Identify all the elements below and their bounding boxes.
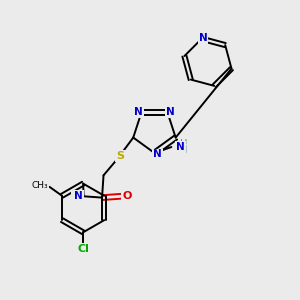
Text: N: N <box>153 149 162 160</box>
Text: Cl: Cl <box>77 244 89 254</box>
Text: N: N <box>166 107 175 117</box>
Text: H: H <box>72 192 79 201</box>
Text: N: N <box>74 191 83 201</box>
Text: N: N <box>199 33 208 43</box>
Text: S: S <box>116 151 124 161</box>
Text: H: H <box>180 145 187 155</box>
Text: H: H <box>180 139 187 149</box>
Text: O: O <box>122 191 132 201</box>
Text: CH₃: CH₃ <box>32 181 48 190</box>
Text: N: N <box>176 142 185 152</box>
Text: N: N <box>134 107 143 117</box>
